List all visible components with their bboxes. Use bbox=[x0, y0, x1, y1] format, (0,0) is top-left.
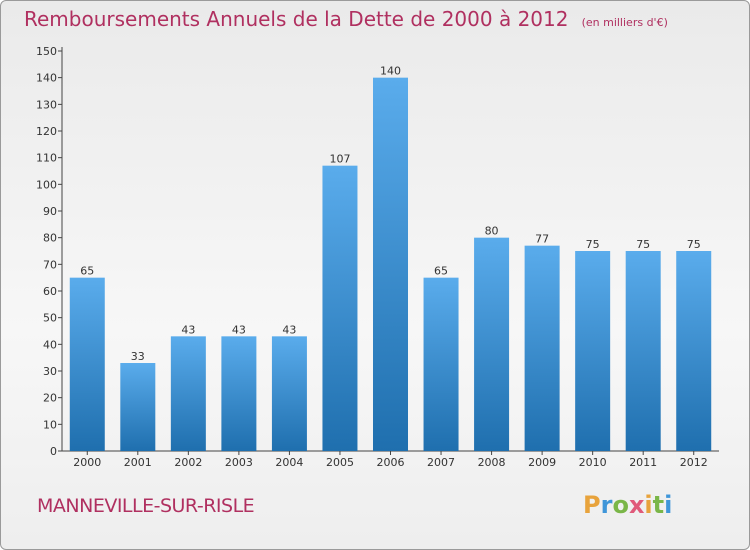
data-label: 33 bbox=[131, 350, 145, 363]
y-tick-label: 50 bbox=[43, 312, 57, 325]
data-label: 77 bbox=[535, 233, 549, 246]
data-label: 107 bbox=[329, 153, 350, 166]
chart-title: Remboursements Annuels de la Dette de 20… bbox=[24, 7, 668, 31]
data-label: 43 bbox=[282, 323, 296, 336]
brand-letter: i bbox=[644, 491, 653, 519]
brand-letter: r bbox=[600, 491, 613, 519]
bar bbox=[625, 251, 661, 451]
y-tick-label: 10 bbox=[43, 418, 57, 431]
y-tick-label: 110 bbox=[36, 152, 57, 165]
bar bbox=[524, 245, 560, 451]
bar bbox=[474, 237, 510, 451]
x-tick-label: 2000 bbox=[73, 456, 101, 469]
y-tick-label: 120 bbox=[36, 125, 57, 138]
bar bbox=[423, 277, 459, 451]
data-label: 65 bbox=[434, 265, 448, 278]
bar bbox=[322, 165, 358, 451]
x-tick-label: 2004 bbox=[275, 456, 303, 469]
brand-letter: o bbox=[612, 491, 629, 519]
y-tick-label: 30 bbox=[43, 365, 57, 378]
y-tick-label: 90 bbox=[43, 205, 57, 218]
bar bbox=[221, 336, 257, 451]
brand-letter: t bbox=[652, 491, 665, 519]
data-label: 75 bbox=[586, 238, 600, 251]
bar bbox=[676, 251, 712, 451]
bar bbox=[170, 336, 206, 451]
x-tick-label: 2007 bbox=[427, 456, 455, 469]
bar bbox=[69, 277, 105, 451]
bar bbox=[575, 251, 611, 451]
brand-letter: P bbox=[583, 491, 601, 519]
data-label: 65 bbox=[80, 265, 94, 278]
x-tick-label: 2001 bbox=[124, 456, 152, 469]
y-tick-label: 130 bbox=[36, 98, 57, 111]
x-tick-label: 2010 bbox=[579, 456, 607, 469]
brand-letter: x bbox=[628, 491, 645, 519]
x-tick-label: 2005 bbox=[326, 456, 354, 469]
chart-unit-note: (en milliers d'€) bbox=[581, 16, 668, 29]
y-tick-label: 150 bbox=[36, 45, 57, 58]
bar bbox=[373, 77, 408, 452]
x-tick-label: 2009 bbox=[528, 456, 556, 469]
x-tick-label: 2006 bbox=[377, 456, 405, 469]
data-label: 43 bbox=[181, 323, 195, 336]
x-tick-label: 2012 bbox=[680, 456, 708, 469]
brand-logo: Proxiti bbox=[583, 491, 672, 519]
brand-letter: i bbox=[664, 491, 673, 519]
bar bbox=[271, 336, 307, 451]
y-tick-label: 20 bbox=[43, 392, 57, 405]
y-tick-label: 60 bbox=[43, 285, 57, 298]
data-label: 80 bbox=[485, 225, 499, 238]
y-tick-label: 0 bbox=[50, 445, 57, 458]
y-tick-label: 80 bbox=[43, 232, 57, 245]
y-tick-label: 100 bbox=[36, 178, 57, 191]
bar bbox=[120, 363, 156, 451]
data-label: 75 bbox=[636, 238, 650, 251]
place-name: MANNEVILLE-SUR-RISLE bbox=[37, 495, 255, 517]
y-tick-label: 40 bbox=[43, 338, 57, 351]
chart-title-text: Remboursements Annuels de la Dette de 20… bbox=[24, 7, 569, 31]
x-tick-label: 2011 bbox=[629, 456, 657, 469]
x-tick-label: 2003 bbox=[225, 456, 253, 469]
data-label: 140 bbox=[380, 65, 401, 78]
x-tick-label: 2008 bbox=[478, 456, 506, 469]
data-label: 75 bbox=[687, 238, 701, 251]
x-tick-label: 2002 bbox=[174, 456, 202, 469]
data-label: 43 bbox=[232, 323, 246, 336]
y-tick-label: 140 bbox=[36, 72, 57, 85]
y-tick-label: 70 bbox=[43, 258, 57, 271]
